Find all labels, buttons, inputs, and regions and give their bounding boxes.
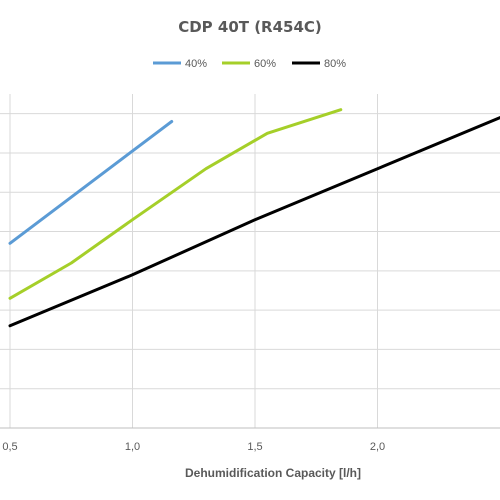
x-tick-label-3: 2,0 [370, 441, 385, 453]
series-line-1 [8, 108, 343, 300]
x-axis-ticks: 0,5 1,0 1,5 2,0 [2, 441, 385, 453]
series-line-2 [8, 116, 500, 328]
x-tick-label-2: 1,5 [247, 441, 262, 453]
legend-label-0: 40% [185, 58, 207, 70]
legend: 40% 60% 80% [153, 58, 346, 70]
chart-title: CDP 40T (R454C) [178, 18, 322, 36]
x-axis-title: Dehumidification Capacity [l/h] [185, 466, 361, 480]
series-line-0 [8, 120, 174, 245]
legend-label-2: 80% [324, 58, 346, 70]
legend-label-1: 60% [254, 58, 276, 70]
gridlines [0, 94, 500, 429]
x-tick-label-1: 1,0 [125, 441, 140, 453]
x-tick-label-0: 0,5 [2, 441, 17, 453]
series-lines [8, 108, 500, 328]
